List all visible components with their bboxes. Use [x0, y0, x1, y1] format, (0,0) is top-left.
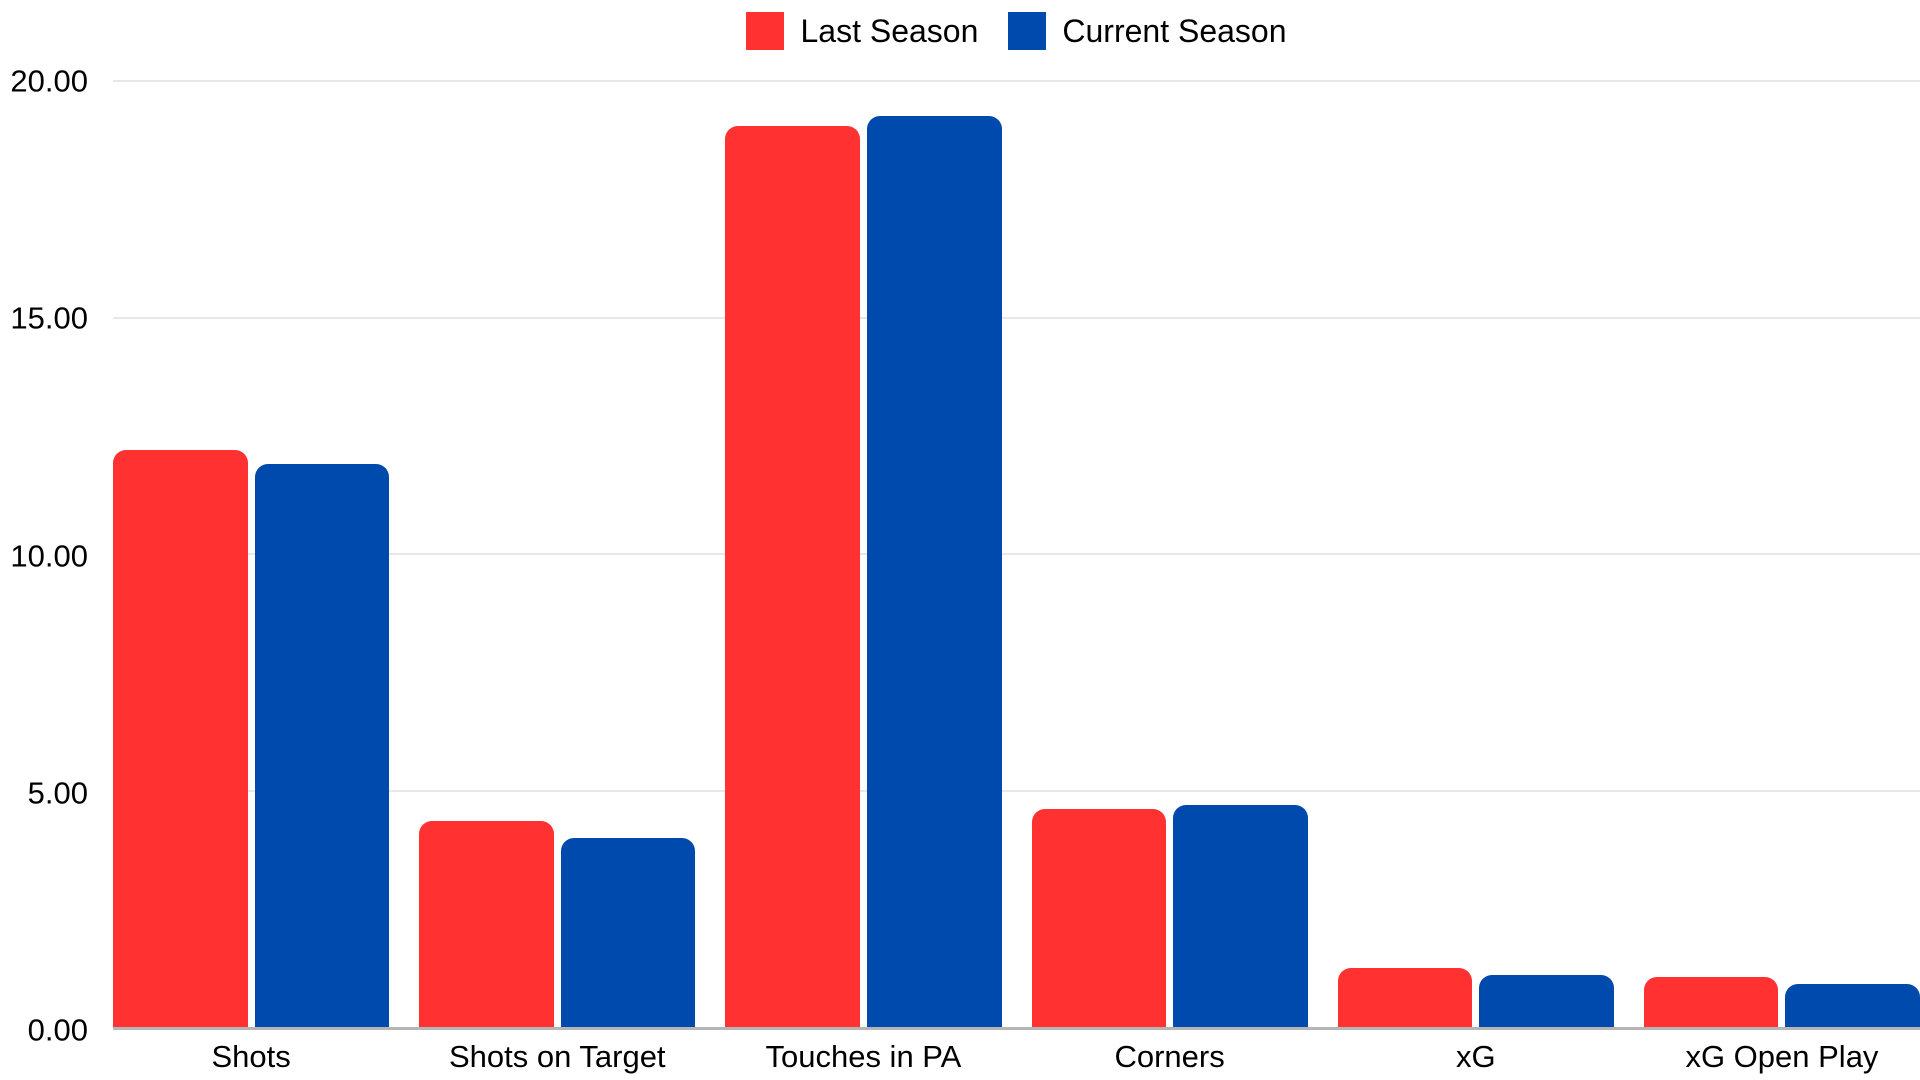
bar-last-season-corners	[1031, 809, 1167, 1027]
bar-current-season-touches-in-pa	[866, 116, 1002, 1027]
legend-swatch-current-season	[1008, 12, 1047, 50]
legend-swatch-last-season	[746, 12, 785, 50]
bar-current-season-shots	[254, 464, 390, 1027]
bar-last-season-shots-on-target	[419, 821, 554, 1027]
bar-last-season-shots	[113, 449, 248, 1027]
bar-last-season-touches-in-pa	[725, 125, 860, 1027]
gridline	[113, 553, 1920, 555]
y-tick-label: 20.00	[10, 63, 88, 99]
gridline	[113, 789, 1920, 792]
chart-legend: Last Season Current Season	[113, 12, 1920, 50]
bar-group-touches-in-pa	[725, 81, 1002, 1027]
y-tick-label: 15.00	[10, 300, 88, 336]
plot-area	[113, 80, 1920, 1030]
x-category-label: xG	[1455, 1039, 1496, 1074]
legend-item-last-season: Last Season	[746, 12, 978, 50]
x-category-label: Shots on Target	[448, 1039, 666, 1074]
bar-group-xg	[1337, 81, 1614, 1027]
bar-current-season-xg-open-play	[1785, 984, 1920, 1027]
bar-current-season-shots-on-target	[560, 837, 696, 1027]
y-tick-label: 0.00	[27, 1012, 88, 1048]
y-tick-label: 5.00	[27, 775, 88, 811]
x-axis: Shots Shots on Target Touches in PA Corners…	[113, 1039, 1920, 1074]
bar-current-season-xg	[1479, 974, 1614, 1027]
legend-item-current-season: Current Season	[1008, 12, 1287, 50]
x-category-label: xG Open Play	[1685, 1039, 1879, 1074]
legend-label-last-season: Last Season	[800, 13, 979, 49]
bar-last-season-xg	[1337, 967, 1473, 1027]
bar-group-shots	[113, 81, 390, 1027]
gridline	[113, 316, 1920, 319]
x-category-label: Corners	[1114, 1039, 1225, 1074]
y-tick-label: 10.00	[10, 538, 88, 573]
bar-current-season-corners	[1173, 804, 1308, 1027]
y-axis: 0.00 5.00 10.00 15.00 20.00	[0, 0, 88, 1080]
bar-last-season-xg-open-play	[1643, 977, 1779, 1027]
legend-label-current-season: Current Season	[1062, 13, 1287, 49]
gridline	[113, 80, 1920, 82]
bar-group-corners	[1031, 81, 1308, 1027]
bar-group-shots-on-target	[419, 81, 696, 1027]
x-category-label: Touches in PA	[765, 1039, 962, 1074]
bar-group-xg-open-play	[1643, 81, 1920, 1027]
bars-container	[113, 81, 1920, 1027]
x-category-label: Shots	[211, 1039, 291, 1074]
